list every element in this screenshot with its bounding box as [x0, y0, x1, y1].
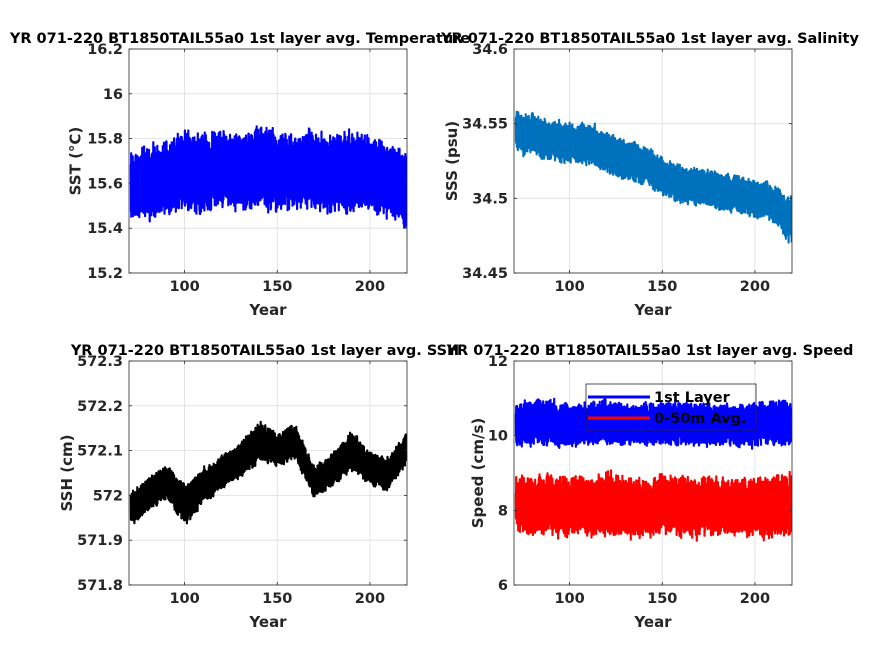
legend-label-1: 1st Layer: [654, 390, 731, 406]
x-axis-label: Year: [248, 613, 287, 631]
chart-panel-4: 100 150 200 6 8 10 12 Year Speed (cm/s) 1st Layer…: [469, 354, 793, 631]
x-tick-label: 100: [169, 591, 199, 607]
x-tick-label: 150: [262, 279, 292, 295]
series-line-1: [129, 125, 407, 229]
series-group: [514, 397, 792, 542]
y-tick-label: 15.8: [87, 132, 123, 148]
x-tick-label: 100: [554, 279, 584, 295]
x-tick-label: 100: [554, 591, 584, 607]
x-tick-label: 150: [647, 279, 677, 295]
y-axis-label: Speed (cm/s): [469, 418, 487, 529]
series-group: [514, 110, 792, 244]
series-line-1: [129, 420, 407, 525]
y-tick-label: 6: [498, 578, 508, 594]
chart-title: YR 071-220 BT1850TAIL55a0 1st layer avg.…: [440, 31, 859, 47]
x-tick-label: 150: [262, 591, 292, 607]
y-tick-label: 15.6: [87, 176, 123, 192]
y-tick-label: 572.3: [77, 354, 123, 370]
series-line-1: [514, 397, 792, 450]
x-tick-label: 200: [740, 279, 770, 295]
y-tick-label: 12: [488, 354, 508, 370]
chart-panel-3: 100 150 200 571.8 571.9 572 572.1 572.2 572.3 Yea…: [58, 354, 408, 631]
y-tick-label: 16.2: [87, 42, 123, 58]
axes-box: [128, 48, 408, 274]
y-tick-label: 34.5: [472, 191, 508, 207]
y-axis-label: SSS (psu): [443, 121, 461, 201]
y-tick-label: 572.1: [77, 444, 123, 460]
x-tick-label: 200: [355, 591, 385, 607]
plot-area: [514, 361, 792, 585]
axes-box: [513, 48, 793, 274]
legend-box: [585, 383, 757, 431]
y-tick-label: 15.4: [87, 221, 123, 237]
y-tick-label: 572.2: [77, 399, 123, 415]
axes-box: [513, 360, 793, 586]
chart-title: YR 071-220 BT1850TAIL55a0 1st layer avg.…: [446, 343, 854, 359]
y-tick-label: 8: [498, 503, 508, 519]
chart-title: YR 071-220 BT1850TAIL55a0 1st layer avg.…: [70, 343, 459, 359]
y-tick-label: 571.9: [77, 533, 123, 549]
y-tick-label: 10: [488, 429, 508, 445]
x-tick-label: 150: [647, 591, 677, 607]
y-axis-label: SST (°C): [67, 127, 85, 196]
x-axis-label: Year: [248, 301, 287, 319]
legend: 1st Layer 0-50m Avg.: [585, 383, 757, 431]
legend-label-2: 0-50m Avg.: [654, 411, 747, 427]
series-line-1: [514, 110, 792, 244]
axes-box: [128, 360, 408, 586]
x-tick-label: 100: [169, 279, 199, 295]
x-axis-label: Year: [633, 301, 672, 319]
series-group: [129, 420, 407, 525]
y-tick-label: 571.8: [77, 578, 123, 594]
y-tick-label: 34.45: [462, 266, 508, 282]
x-tick-label: 200: [355, 279, 385, 295]
x-tick-label: 200: [740, 591, 770, 607]
y-tick-label: 34.6: [472, 42, 508, 58]
y-tick-label: 34.55: [462, 117, 508, 133]
y-tick-label: 15.2: [87, 266, 123, 282]
chart-panel-1: 100 150 200 15.2 15.4 15.6 15.8 16 16.2 Year SST (…: [67, 42, 408, 319]
y-axis-label: SSH (cm): [58, 435, 76, 512]
y-tick-label: 572: [93, 488, 123, 504]
chart-title: YR 071-220 BT1850TAIL55a0 1st layer avg.…: [9, 31, 470, 47]
series-line-2: [514, 469, 792, 542]
chart-panel-2: 100 150 200 34.45 34.5 34.55 34.6 Year SSS (psu): [443, 42, 793, 319]
x-axis-label: Year: [633, 613, 672, 631]
series-group: [129, 125, 407, 229]
y-tick-label: 16: [103, 87, 123, 103]
